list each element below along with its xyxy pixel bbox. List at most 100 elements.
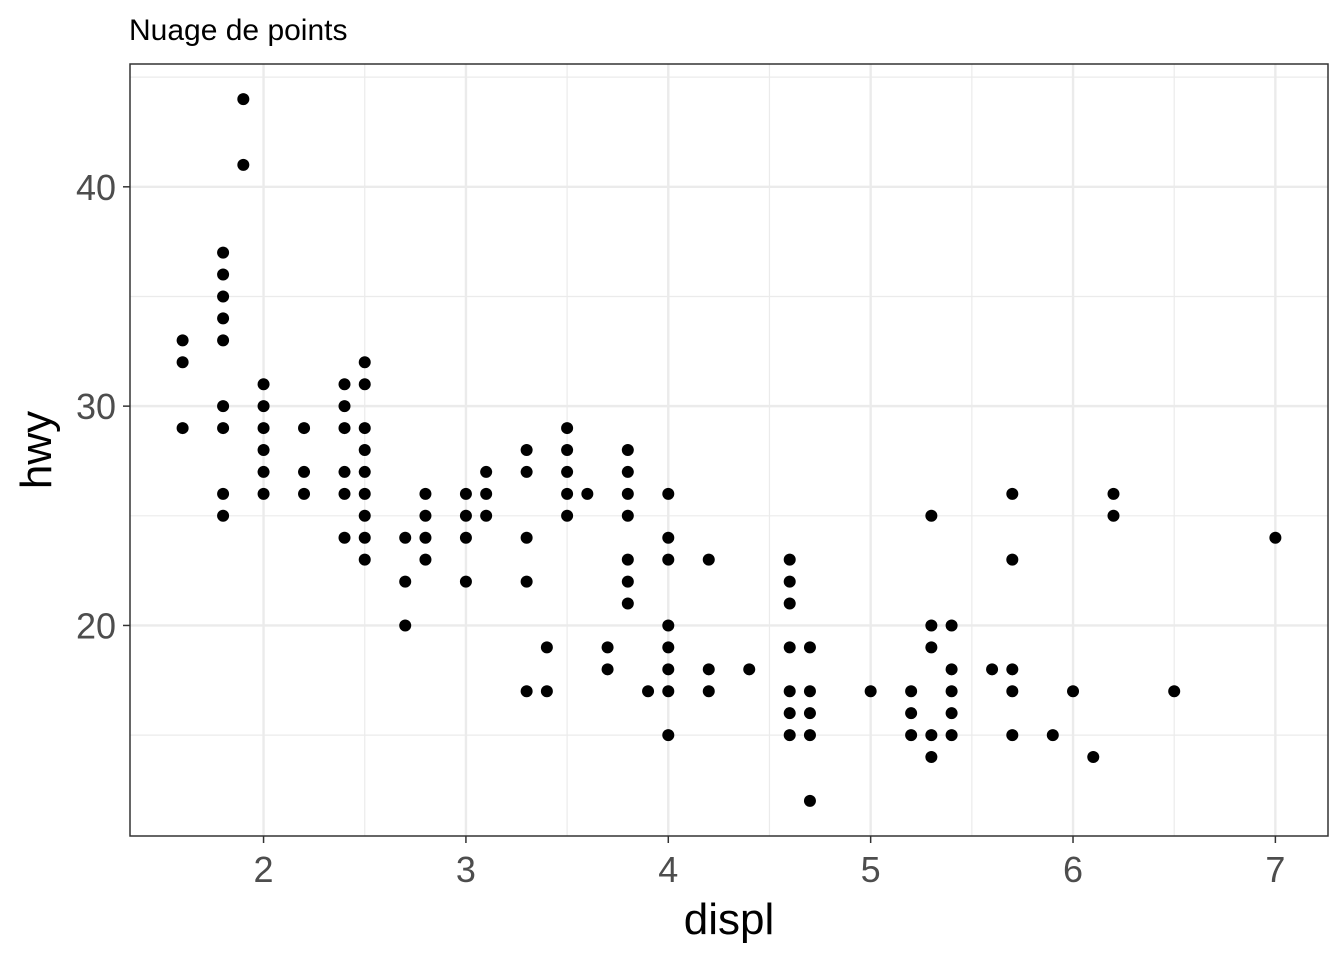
data-point — [520, 465, 533, 478]
x-axis: 2 3 4 5 6 7 — [254, 836, 1285, 890]
data-point — [783, 575, 796, 588]
data-point — [945, 685, 958, 698]
x-tick-label: 5 — [861, 849, 881, 890]
data-point — [459, 531, 472, 544]
data-point — [1006, 663, 1019, 676]
data-point — [176, 334, 189, 347]
data-point — [783, 707, 796, 720]
data-point — [621, 597, 634, 610]
data-point — [459, 487, 472, 500]
data-point — [399, 575, 412, 588]
data-point — [1107, 509, 1120, 522]
data-point — [176, 422, 189, 435]
data-point — [561, 487, 574, 500]
data-point — [601, 663, 614, 676]
data-point — [358, 553, 371, 566]
plot-panel — [129, 63, 1329, 837]
data-point — [945, 619, 958, 632]
data-point — [803, 729, 816, 742]
data-point — [1168, 685, 1181, 698]
data-points — [176, 93, 1282, 807]
data-point — [217, 290, 230, 303]
data-point — [298, 487, 311, 500]
data-point — [257, 378, 270, 391]
y-tick-label: 40 — [76, 167, 116, 208]
x-tick-label: 2 — [254, 849, 274, 890]
data-point — [601, 641, 614, 654]
data-point — [338, 531, 351, 544]
data-point — [1006, 729, 1019, 742]
data-point — [561, 509, 574, 522]
data-point — [662, 641, 675, 654]
data-point — [1046, 729, 1059, 742]
data-point — [338, 465, 351, 478]
data-point — [358, 356, 371, 369]
y-axis: 20 30 40 — [76, 167, 130, 646]
data-point — [237, 158, 250, 171]
data-point — [864, 685, 877, 698]
data-point — [257, 400, 270, 413]
data-point — [520, 531, 533, 544]
data-point — [803, 794, 816, 807]
data-point — [783, 729, 796, 742]
data-point — [480, 465, 493, 478]
data-point — [358, 444, 371, 456]
data-point — [217, 246, 230, 259]
data-point — [1006, 487, 1019, 500]
y-axis-title: hwy — [12, 411, 61, 489]
data-point — [257, 444, 270, 456]
data-point — [561, 444, 574, 456]
data-point — [702, 685, 715, 698]
data-point — [621, 465, 634, 478]
data-point — [662, 619, 675, 632]
y-tick-label: 20 — [76, 605, 116, 646]
data-point — [217, 312, 230, 325]
data-point — [237, 93, 250, 106]
data-point — [743, 663, 756, 676]
data-point — [419, 531, 432, 544]
data-point — [217, 487, 230, 500]
x-tick-label: 6 — [1063, 849, 1083, 890]
data-point — [419, 487, 432, 500]
data-point — [217, 334, 230, 347]
data-point — [986, 663, 999, 676]
data-point — [257, 465, 270, 478]
data-point — [783, 597, 796, 610]
x-tick-label: 7 — [1265, 849, 1285, 890]
data-point — [662, 531, 675, 544]
grid-lines — [130, 64, 1328, 836]
data-point — [621, 444, 634, 456]
data-point — [1006, 553, 1019, 566]
data-point — [925, 729, 938, 742]
data-point — [1269, 531, 1282, 544]
data-point — [459, 509, 472, 522]
data-point — [662, 663, 675, 676]
data-point — [662, 729, 675, 742]
data-point — [217, 509, 230, 522]
data-point — [298, 422, 311, 435]
data-point — [621, 553, 634, 566]
data-point — [561, 465, 574, 478]
data-point — [480, 487, 493, 500]
data-point — [581, 487, 594, 500]
data-point — [257, 422, 270, 435]
data-point — [520, 444, 533, 456]
data-point — [217, 422, 230, 435]
data-point — [905, 685, 918, 698]
data-point — [925, 751, 938, 764]
data-point — [520, 575, 533, 588]
data-point — [1006, 685, 1019, 698]
data-point — [803, 707, 816, 720]
data-point — [662, 685, 675, 698]
data-point — [945, 707, 958, 720]
chart-title: Nuage de points — [129, 14, 348, 47]
data-point — [480, 509, 493, 522]
data-point — [338, 487, 351, 500]
data-point — [358, 422, 371, 435]
data-point — [702, 553, 715, 566]
data-point — [298, 465, 311, 478]
data-point — [783, 553, 796, 566]
data-point — [338, 378, 351, 391]
data-point — [1107, 487, 1120, 500]
